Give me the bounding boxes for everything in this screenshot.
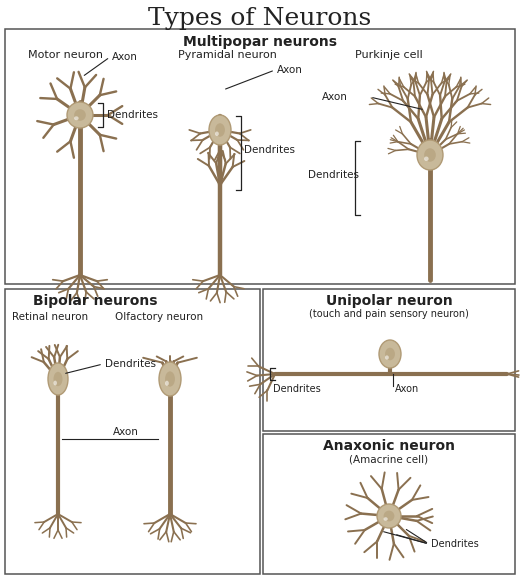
Text: Unipolar neuron: Unipolar neuron [326,294,452,308]
Ellipse shape [74,109,86,121]
Text: Dendrites: Dendrites [107,110,158,120]
Text: Bipolar neurons: Bipolar neurons [33,294,157,308]
Ellipse shape [215,123,225,137]
FancyBboxPatch shape [263,434,515,574]
Ellipse shape [165,381,169,386]
Ellipse shape [159,362,181,396]
Ellipse shape [74,116,79,120]
Ellipse shape [384,511,394,522]
Ellipse shape [379,340,401,368]
Text: Axon: Axon [112,52,138,62]
Text: (Amacrine cell): (Amacrine cell) [349,454,428,464]
Ellipse shape [54,372,62,386]
Text: Axon: Axon [277,65,303,75]
Ellipse shape [54,380,57,386]
Text: Dendrites: Dendrites [273,384,321,394]
Ellipse shape [215,131,219,136]
Ellipse shape [377,504,401,528]
Text: Types of Neurons: Types of Neurons [148,6,372,30]
Text: Olfactory neuron: Olfactory neuron [115,312,203,322]
FancyBboxPatch shape [263,289,515,431]
Ellipse shape [165,371,175,387]
Ellipse shape [67,102,93,128]
Text: (touch and pain sensory neuron): (touch and pain sensory neuron) [309,309,469,319]
Text: Dendrites: Dendrites [105,359,156,369]
Text: Pyramidal neuron: Pyramidal neuron [178,50,277,60]
Ellipse shape [385,356,389,360]
Text: Axon: Axon [395,384,419,394]
FancyBboxPatch shape [5,289,260,574]
Ellipse shape [417,140,443,170]
Text: Anaxonic neuron: Anaxonic neuron [323,439,455,453]
Text: Dendrites: Dendrites [244,145,295,155]
Text: Dendrites: Dendrites [308,170,359,180]
Text: Axon: Axon [113,427,139,437]
Ellipse shape [424,148,436,162]
FancyBboxPatch shape [5,29,515,284]
Text: Purkinje cell: Purkinje cell [355,50,423,60]
Text: Multipopar neurons: Multipopar neurons [183,35,337,49]
Ellipse shape [384,517,388,521]
Ellipse shape [385,348,395,360]
Ellipse shape [48,363,68,395]
Text: Dendrites: Dendrites [431,539,479,549]
Text: Motor neuron: Motor neuron [28,50,103,60]
Ellipse shape [209,115,231,145]
Text: Retinal neuron: Retinal neuron [12,312,88,322]
Text: Axon: Axon [322,92,348,102]
Ellipse shape [424,156,428,161]
